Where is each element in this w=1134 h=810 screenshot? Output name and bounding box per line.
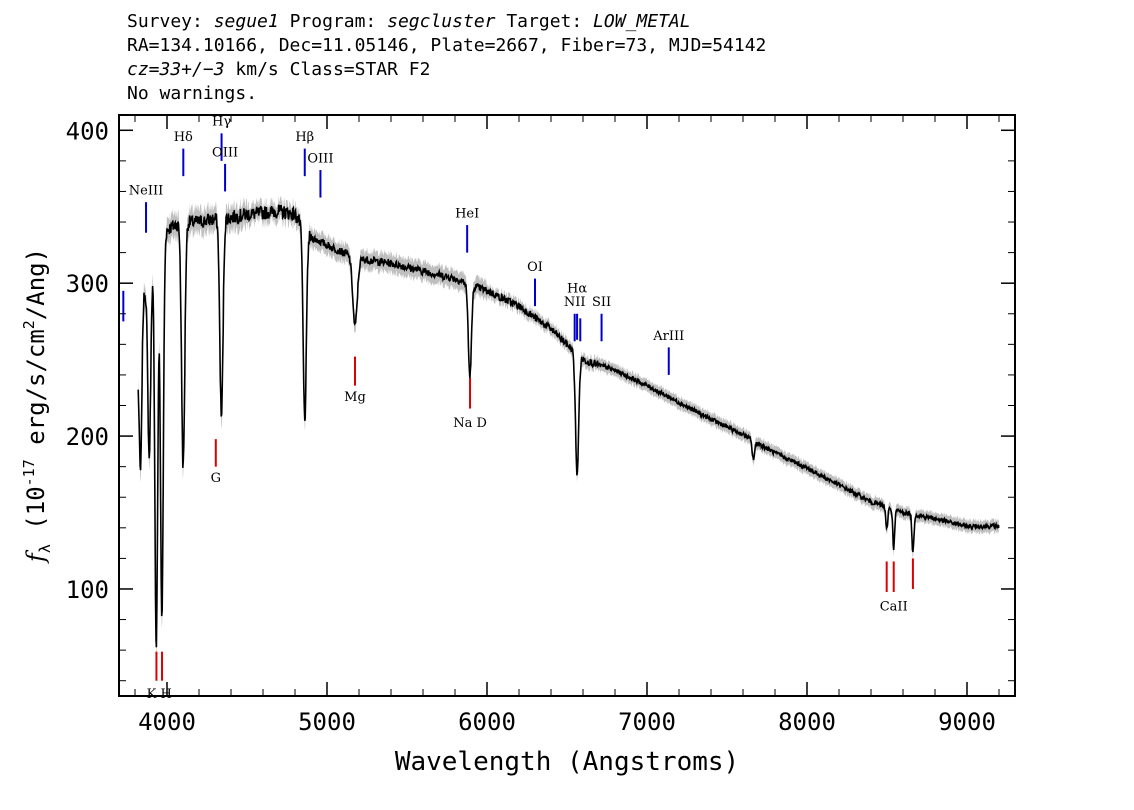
emission-line-label: Hβ <box>295 130 314 145</box>
y-tick-label: 100 <box>66 576 109 604</box>
error-band-layer <box>138 195 999 660</box>
program-label: Program: <box>289 11 377 32</box>
class-value: Class=STAR F2 <box>289 59 431 80</box>
emission-line-label: HeI <box>455 206 479 221</box>
x-tick-label: 8000 <box>778 708 836 736</box>
program-value: segcluster <box>387 11 496 32</box>
absorption-line-label: CaII <box>880 599 908 614</box>
x-axis-label: Wavelength (Angstroms) <box>395 747 739 777</box>
spectrum-header: Survey: segue1 Program: segcluster Targe… <box>127 10 766 106</box>
emission-line-label: SII <box>592 295 611 310</box>
redshift-units: km/s <box>235 59 279 80</box>
target-label: Target: <box>506 11 583 32</box>
x-tick-label: 6000 <box>458 708 516 736</box>
target-value: LOW_METAL <box>593 11 691 32</box>
survey-label: Survey: <box>127 11 203 32</box>
emission-line-label: OIII <box>307 151 333 166</box>
y-tick-label: 200 <box>66 423 109 451</box>
header-line-1: Survey: segue1 Program: segcluster Targe… <box>127 10 766 34</box>
absorption-line-label: K H <box>147 687 172 702</box>
spectrum-series <box>137 204 1000 648</box>
absorption-line-label: Mg <box>344 390 366 405</box>
emission-line-label: OIII <box>212 145 238 160</box>
y-axis-label: fλ (10-17 erg/s/cm2/Ang) <box>20 248 54 564</box>
absorption-line-label: Na D <box>453 416 487 431</box>
absorption-line-label: G <box>211 471 221 486</box>
warnings-line: No warnings. <box>127 83 258 104</box>
y-tick-label: 300 <box>66 270 109 298</box>
emission-line-label: Hδ <box>174 130 193 145</box>
header-line-2: RA=134.10166, Dec=11.05146, Plate=2667, … <box>127 35 767 56</box>
survey-value: segue1 <box>213 11 279 32</box>
axis-ticks-layer: 4000 5000 6000 7000 8000 9000 100 200 300 400 <box>66 115 1015 736</box>
error-band <box>138 195 999 660</box>
emission-line-label: NII <box>564 295 586 310</box>
x-tick-label: 4000 <box>138 708 196 736</box>
emission-line-label: ArIII <box>652 329 684 344</box>
emission-line-label: Hγ <box>212 115 231 130</box>
header-line-3: cz=33+/−3 km/s Class=STAR F2 <box>127 58 766 82</box>
spectrum-layer <box>137 204 1000 648</box>
emission-line-label: NeIII <box>129 184 163 199</box>
redshift-value: cz=33+/−3 <box>127 59 225 80</box>
x-tick-label: 5000 <box>298 708 356 736</box>
emission-line-label: OI <box>527 260 543 275</box>
x-tick-label: 7000 <box>618 708 676 736</box>
x-tick-label: 9000 <box>938 708 996 736</box>
y-tick-label: 400 <box>66 117 109 145</box>
emission-line-label: Hα <box>567 281 587 296</box>
